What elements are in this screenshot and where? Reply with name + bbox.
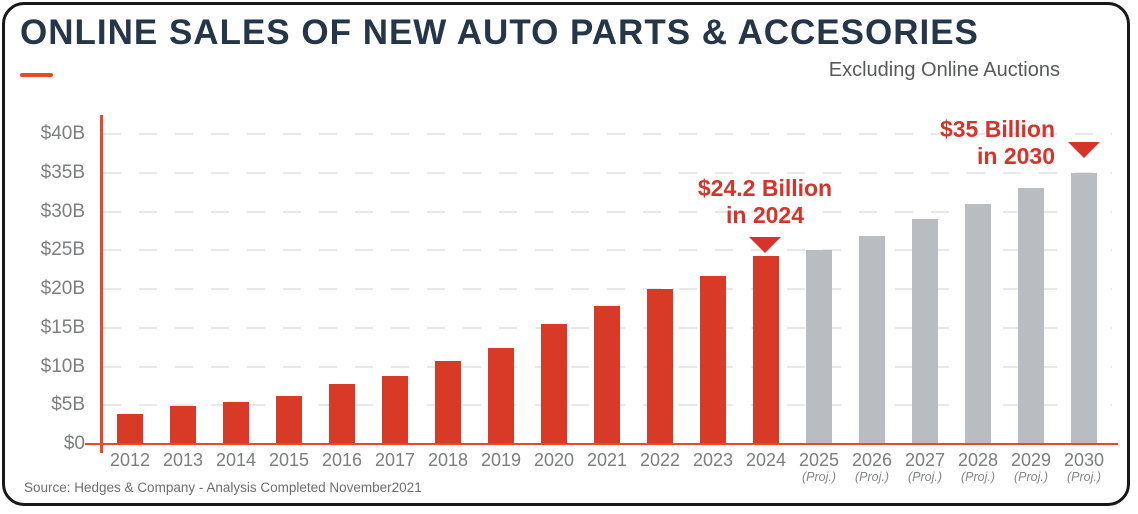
bar-2019	[488, 347, 514, 444]
proj-sublabel-2025: (Proj.)	[801, 470, 837, 484]
bar-2029	[1018, 188, 1044, 444]
x-label-2016: 2016	[321, 450, 363, 470]
y-tick-label-5: $5B	[51, 394, 85, 416]
bar-2017	[382, 375, 408, 444]
chart-subtitle: Excluding Online Auctions	[828, 59, 1060, 81]
x-label-2023: 2023	[692, 450, 734, 470]
gridline-25	[103, 249, 1112, 252]
y-tick-label-10: $10B	[40, 355, 85, 377]
down-triangle-icon-2030	[1068, 142, 1100, 158]
x-label-2030: 2030 (Proj.)	[1049, 451, 1119, 485]
proj-sublabel-2027: (Proj.)	[907, 470, 943, 484]
bar-2018	[435, 361, 461, 444]
bar-2015	[276, 395, 302, 444]
annotation-2024-line2: in 2024	[726, 202, 804, 228]
bar-2021	[594, 306, 620, 444]
y-axis-line	[100, 115, 103, 453]
gridline-35	[103, 171, 1112, 174]
bar-2016	[329, 384, 355, 444]
bar-2014	[223, 402, 249, 444]
bar-2012	[117, 413, 143, 444]
annotation-2030-line2: in 2030	[977, 143, 1055, 169]
bar-2028	[965, 203, 991, 444]
proj-sublabel-2026: (Proj.)	[854, 470, 890, 484]
bar-2030	[1071, 172, 1097, 444]
x-label-2014: 2014	[215, 450, 257, 470]
y-tick-label-35: $35B	[40, 161, 85, 183]
source-note: Source: Hedges & Company - Analysis Comp…	[24, 480, 422, 495]
x-label-2026: 2026 (Proj.)	[837, 451, 907, 485]
x-label-2024: 2024	[745, 450, 787, 470]
y-tick-label-25: $25B	[40, 239, 85, 261]
title-accent-underline	[20, 73, 53, 77]
annotation-2024: $24.2 Billion in 2024	[655, 175, 875, 253]
proj-sublabel-2028: (Proj.)	[960, 470, 996, 484]
annotation-2030-line1: $35 Billion	[939, 116, 1055, 142]
bar-2022	[647, 289, 673, 444]
x-label-2022: 2022	[639, 450, 681, 470]
bar-2024	[753, 256, 779, 444]
x-label-2027: 2027 (Proj.)	[890, 451, 960, 485]
y-tick-label-0: $0	[63, 433, 85, 454]
x-axis-line	[85, 442, 1118, 445]
gridline-20	[103, 288, 1112, 290]
x-label-2015: 2015	[268, 450, 310, 470]
annotation-2024-line1: $24.2 Billion	[697, 175, 833, 201]
bar-2013	[170, 406, 196, 444]
chart-title: ONLINE SALES OF NEW AUTO PARTS & ACCESOR…	[20, 13, 979, 52]
bar-2027	[912, 219, 938, 444]
annotation-2030: $35 Billion in 2030	[835, 116, 1055, 170]
down-triangle-icon-2024	[749, 237, 781, 253]
y-tick-label-15: $15B	[40, 316, 85, 338]
y-tick-label-40: $40B	[40, 123, 85, 144]
x-label-2012: 2012	[109, 450, 151, 470]
x-label-2013: 2013	[162, 450, 204, 470]
x-label-2018: 2018	[427, 450, 469, 470]
gridline-30	[103, 210, 1112, 213]
proj-sublabel-2030: (Proj.)	[1066, 470, 1102, 484]
bar-2026	[859, 236, 885, 444]
x-label-2025: 2025 (Proj.)	[784, 451, 854, 485]
x-label-2020: 2020	[533, 450, 575, 470]
x-label-2029: 2029 (Proj.)	[996, 451, 1066, 485]
y-tick-label-30: $30B	[40, 200, 85, 222]
x-label-2019: 2019	[480, 450, 522, 470]
bar-2025	[806, 250, 832, 444]
x-label-2021: 2021	[586, 450, 628, 470]
x-label-2028: 2028 (Proj.)	[943, 451, 1013, 485]
y-tick-label-20: $20B	[40, 278, 85, 299]
gridline-40	[103, 133, 1112, 135]
proj-sublabel-2029: (Proj.)	[1013, 470, 1049, 484]
bar-2020	[541, 323, 567, 444]
x-label-2017: 2017	[374, 450, 416, 470]
bar-2023	[700, 275, 726, 444]
